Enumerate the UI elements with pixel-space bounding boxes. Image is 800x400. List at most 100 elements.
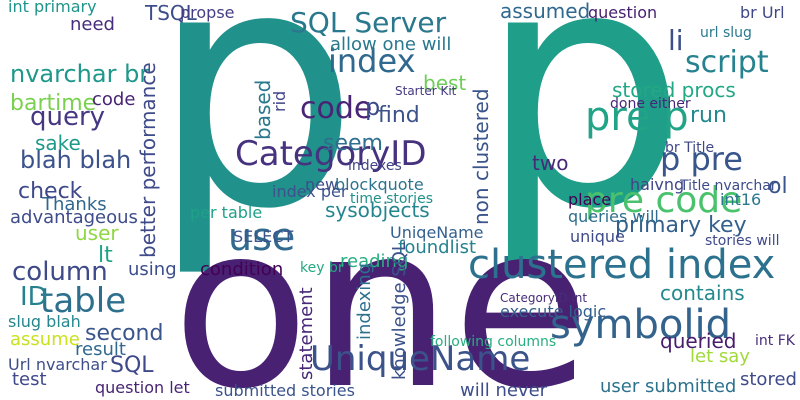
word: user submitted [600,376,736,397]
word: knowledge SQL [389,241,410,380]
word: user [75,221,119,245]
word: two [532,151,568,175]
word: li [668,24,684,57]
word: using [128,259,177,280]
word: stories will [705,233,779,249]
word: blockquote [335,175,424,194]
word: use [228,215,295,259]
word: CategoryID [235,134,427,174]
word: slug blah [8,312,81,331]
word: SQL [110,353,154,378]
word: TSQL [144,1,198,25]
word: bartime [10,91,96,116]
word: stored procs [612,78,736,102]
word: propse [180,3,235,22]
word: question [588,3,657,22]
word: int16 [720,190,761,209]
word: execute logic [500,302,606,321]
word: ol [768,174,788,199]
word: one [172,177,591,400]
word: key br [300,260,344,276]
word: br Url [740,3,785,22]
word: second [85,321,163,346]
word: allow one will [330,34,451,55]
word: submitted stories [215,381,355,400]
word: code [92,89,135,110]
word: will never [460,380,548,400]
word: url slug [700,25,752,41]
word: Title nvarchar [679,178,777,194]
word: rid [270,91,289,112]
word: int FK [755,333,796,349]
word: p [150,0,359,281]
word: following columns [430,334,556,350]
word: lt [98,243,113,268]
word: table [40,281,126,321]
word: based [251,80,275,140]
word: br Title [665,140,714,156]
word: code [300,91,372,126]
word: result [75,339,126,360]
word: query [30,102,105,132]
word: indexes [348,158,402,174]
word: find [378,103,420,128]
word: sake [35,131,81,155]
word: test [12,369,47,390]
word: foundlist [398,237,476,258]
word: stored [740,369,797,390]
word: better performance [136,62,160,258]
word: CategoryID int [500,291,587,305]
word: queries will [568,207,659,226]
word: run [690,103,727,128]
word: column [12,257,108,287]
word: symbolid [550,302,731,348]
word: condition [200,259,283,280]
word: UniqeName [390,223,484,242]
word: advantageous [10,207,138,228]
word: contains [660,281,745,305]
word: reading [340,251,408,272]
word: UniqueName [310,339,530,379]
word: best [423,71,466,95]
word: index [328,42,416,80]
word: time stories [350,191,433,207]
word: let say [690,346,750,367]
word: non clustered [469,88,493,225]
word: new [305,175,338,194]
word: nvarchar br [10,60,149,88]
word: Starter Kit [395,84,457,98]
word: assume [10,329,80,350]
word: p pre [660,140,743,178]
word: int primary [8,0,97,16]
word: primary key [615,213,747,238]
word: per table [190,203,262,222]
word: check [18,179,83,204]
word: statement [296,287,317,380]
word: Url nvarchar [8,355,107,374]
word: index per [272,182,348,201]
word: p [478,0,687,281]
word: SQL Server [290,6,447,39]
word: seem [323,131,383,156]
word: blah blah [20,146,131,174]
word: indexing [354,263,375,340]
word: place [568,190,611,209]
word: haivng [630,175,684,194]
word: done either [610,96,691,112]
word: ID [20,282,48,312]
word: question let [95,378,190,397]
word: unique [570,227,625,246]
word: Thanks [41,194,107,215]
word: need [70,14,115,35]
word: assumed [500,0,590,23]
word: script [685,45,769,80]
word: SELECT [233,227,293,246]
word: clustered index [468,242,775,288]
word: pre p [585,94,689,140]
word: p [365,93,380,121]
word: sysobjects [325,198,430,222]
word: pre code [585,180,742,221]
word: queried [660,329,736,353]
